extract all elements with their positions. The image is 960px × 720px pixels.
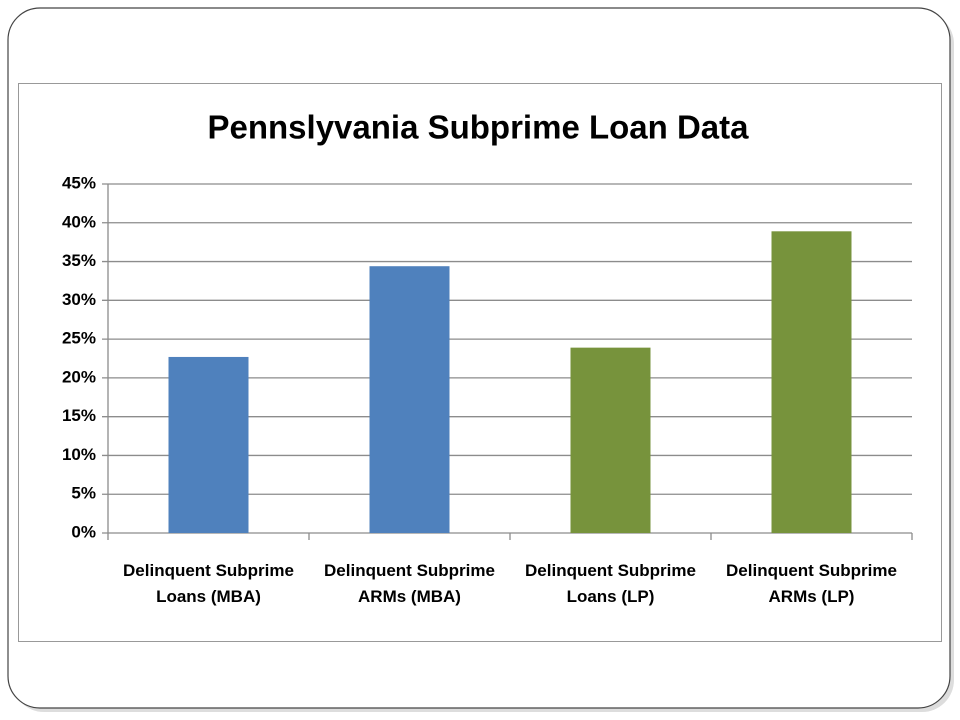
bar xyxy=(771,231,852,533)
y-tick-label: 35% xyxy=(62,251,96,270)
y-tick-label: 5% xyxy=(71,484,96,503)
y-tick-label: 0% xyxy=(71,522,96,541)
bar xyxy=(570,347,651,533)
y-tick-label: 45% xyxy=(62,173,96,192)
y-tick-label: 40% xyxy=(62,212,96,231)
y-tick-label: 10% xyxy=(62,445,96,464)
x-tick-label: Delinquent Subprime ARMs (LP) xyxy=(726,561,897,606)
y-tick-label: 25% xyxy=(62,329,96,348)
x-tick-label: Delinquent Subprime ARMs (MBA) xyxy=(324,561,495,606)
x-tick-label: Delinquent Subprime Loans (MBA) xyxy=(123,561,294,606)
y-tick-label: 15% xyxy=(62,406,96,425)
y-tick-label: 30% xyxy=(62,290,96,309)
bar xyxy=(369,266,450,533)
chart-title: Pennslyvania Subprime Loan Data xyxy=(208,109,750,146)
bar xyxy=(168,356,249,533)
x-tick-label: Delinquent Subprime Loans (LP) xyxy=(525,561,696,606)
y-tick-label: 20% xyxy=(62,367,96,386)
